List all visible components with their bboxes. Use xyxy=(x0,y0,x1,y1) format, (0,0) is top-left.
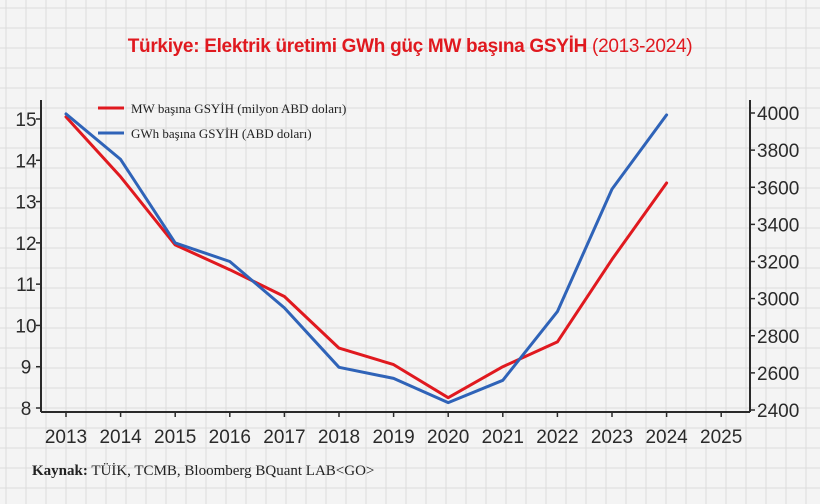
right-tick-label: 2800 xyxy=(757,327,799,348)
legend-label: GWh başına GSYİH (ABD doları) xyxy=(131,126,312,141)
source-note: Kaynak: TÜİK, TCMB, Bloomberg BQuant LAB… xyxy=(32,463,374,480)
x-tick-label: 2022 xyxy=(536,427,578,448)
left-tick-label: 8 xyxy=(21,399,32,420)
title-main: Türkiye: Elektrik üretimi GWh güç MW baş… xyxy=(127,36,588,57)
left-tick-label: 11 xyxy=(16,275,36,296)
left-tick-label: 14 xyxy=(15,151,37,172)
x-tick-label: 2014 xyxy=(99,427,142,448)
right-tick-label: 3800 xyxy=(757,141,799,162)
x-tick-label: 2019 xyxy=(372,427,414,448)
right-tick-label: 3000 xyxy=(757,290,799,311)
x-tick-label: 2017 xyxy=(263,427,305,448)
legend: MW başına GSYİH (milyon ABD doları) GWh b… xyxy=(98,101,346,141)
x-tick-label: 2023 xyxy=(591,427,633,448)
right-tick-label: 2600 xyxy=(757,364,799,385)
chart-title: Türkiye: Elektrik üretimi GWh güç MW baş… xyxy=(0,36,820,58)
left-tick-label: 10 xyxy=(15,316,36,337)
x-tick-label: 2020 xyxy=(427,427,469,448)
right-tick-label: 3200 xyxy=(757,253,799,274)
left-tick-label: 15 xyxy=(15,110,36,131)
left-tick-label: 12 xyxy=(15,234,36,255)
series-line-gwh xyxy=(64,112,669,405)
x-tick-label: 2025 xyxy=(700,427,742,448)
source-label: Kaynak: xyxy=(32,463,88,479)
x-tick-label: 2021 xyxy=(482,427,524,448)
x-tick-label: 2016 xyxy=(209,427,251,448)
right-tick-label: 2400 xyxy=(757,401,799,422)
right-tick-label: 4000 xyxy=(757,104,799,125)
x-tick-label: 2013 xyxy=(45,427,87,448)
axes: 8 9 10 11 12 13 14 15 2400 2600 2800 3000 3200 3400 36… xyxy=(15,100,799,448)
legend-label: MW başına GSYİH (milyon ABD doları) xyxy=(131,101,346,116)
series-line-mw xyxy=(64,115,669,400)
x-tick-label: 2018 xyxy=(318,427,360,448)
x-tick-label: 2024 xyxy=(645,427,688,448)
series-layer xyxy=(64,112,669,405)
left-tick-label: 9 xyxy=(21,358,32,379)
title-subtitle: (2013-2024) xyxy=(592,36,693,57)
left-tick-label: 13 xyxy=(15,193,36,214)
source-text: TÜİK, TCMB, Bloomberg BQuant LAB<GO> xyxy=(91,463,375,479)
right-tick-label: 3400 xyxy=(757,215,799,236)
right-tick-label: 3600 xyxy=(757,178,799,199)
x-tick-label: 2015 xyxy=(154,427,196,448)
